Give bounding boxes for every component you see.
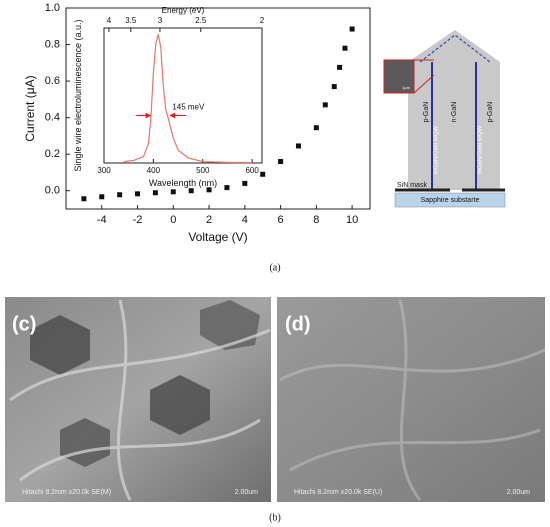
point <box>188 188 194 194</box>
y-tick-label: 0.8 <box>45 38 60 50</box>
sem-panel: (d) Hitachi 8.2mm x20.0k SE(U) 2.00um <box>277 297 546 502</box>
sem-scale: 2.00um <box>235 489 259 496</box>
spectrum-line <box>123 34 253 164</box>
nanowire-diagram: 1µm p-GaN n-GaN p-GaN InGaN/GaN MQW InGa… <box>383 30 506 208</box>
point <box>342 45 348 51</box>
x-axis-label: Wavelength (nm) <box>149 178 217 188</box>
sem-info: Hitachi 8.2mm x20.0k SE(U) <box>294 489 382 496</box>
x2-tick-label: 3.5 <box>125 16 137 25</box>
sem-image <box>277 297 545 502</box>
mqw-label: InGaN/GaN MQW <box>434 125 440 174</box>
x-tick-label: 600 <box>245 166 259 175</box>
point <box>224 185 230 191</box>
annotation: 145 meV <box>172 103 205 112</box>
layer-label: p-GaN <box>487 102 494 123</box>
point <box>313 125 319 131</box>
point <box>99 194 105 200</box>
caption: (a) <box>269 262 280 273</box>
point <box>81 196 87 202</box>
point <box>278 158 284 164</box>
substrate-label: Sapphire substarte <box>421 197 480 204</box>
point <box>117 192 123 198</box>
point <box>206 187 212 193</box>
y-tick-label: 0.0 <box>45 185 60 197</box>
substrate <box>394 192 506 208</box>
y-tick-label: 1.0 <box>45 2 60 14</box>
hexagon <box>200 300 260 350</box>
x-tick-label: 300 <box>97 166 111 175</box>
point <box>295 143 301 149</box>
photo-inset <box>383 59 415 94</box>
panel-label: (c) <box>12 313 36 335</box>
point <box>152 190 158 196</box>
point <box>170 189 176 195</box>
hexagon <box>30 315 90 375</box>
x2-tick-label: 2.5 <box>195 16 207 25</box>
x2-axis-label: Energy (eV) <box>162 6 205 15</box>
x-tick-label: 400 <box>147 166 161 175</box>
point <box>135 191 141 197</box>
x-tick-label: 6 <box>278 214 284 226</box>
sem-panel: (c) Hitachi 8.2mm x20.0k SE(M) 2.00um <box>5 297 271 502</box>
mqw-label: InGaN/GaN MQW <box>478 125 484 174</box>
x2-tick-label: 2 <box>260 16 265 25</box>
mask-label: SiN mask <box>397 182 427 189</box>
point <box>242 180 248 186</box>
layer-label: p-GaN <box>423 102 430 123</box>
y-tick-label: 0.4 <box>45 112 60 124</box>
y-axis-label: Single wire electroluminescence (a.u.) <box>73 19 83 171</box>
hexagon <box>150 375 210 435</box>
inset-background <box>104 28 262 163</box>
layer-label: n-GaN <box>451 102 458 123</box>
x-tick-label: 500 <box>196 166 210 175</box>
point <box>337 64 343 70</box>
x-axis-label: Voltage (V) <box>188 230 247 244</box>
sem-info: Hitachi 8.2mm x20.0k SE(M) <box>22 489 111 496</box>
y-axis-label: Current (μA) <box>23 75 37 141</box>
x-tick-label: 8 <box>313 214 319 226</box>
x-tick-label: 2 <box>206 214 212 226</box>
x2-tick-label: 3 <box>158 16 163 25</box>
point <box>349 26 355 32</box>
plot-frame <box>65 7 371 210</box>
x-tick-label: -2 <box>133 214 143 226</box>
point <box>331 84 337 90</box>
sem-scale: 2.00um <box>507 489 531 496</box>
x-tick-label: 10 <box>346 214 358 226</box>
x-tick-label: 0 <box>170 214 176 226</box>
photo-scale: 1µm <box>402 85 411 90</box>
y-tick-label: 0.2 <box>45 148 60 160</box>
x-tick-label: 4 <box>242 214 248 226</box>
plot-frame <box>103 27 263 164</box>
point <box>322 102 328 108</box>
y-tick-label: 0.6 <box>45 75 60 87</box>
caption: (b) <box>269 512 281 523</box>
x-tick-label: -4 <box>97 214 107 226</box>
zoom-line <box>413 74 435 94</box>
point <box>260 171 266 177</box>
panel-label: (d) <box>285 313 311 335</box>
graphene-fold <box>279 299 546 501</box>
graphene-fold <box>9 299 271 501</box>
x2-tick-label: 4 <box>107 16 112 25</box>
